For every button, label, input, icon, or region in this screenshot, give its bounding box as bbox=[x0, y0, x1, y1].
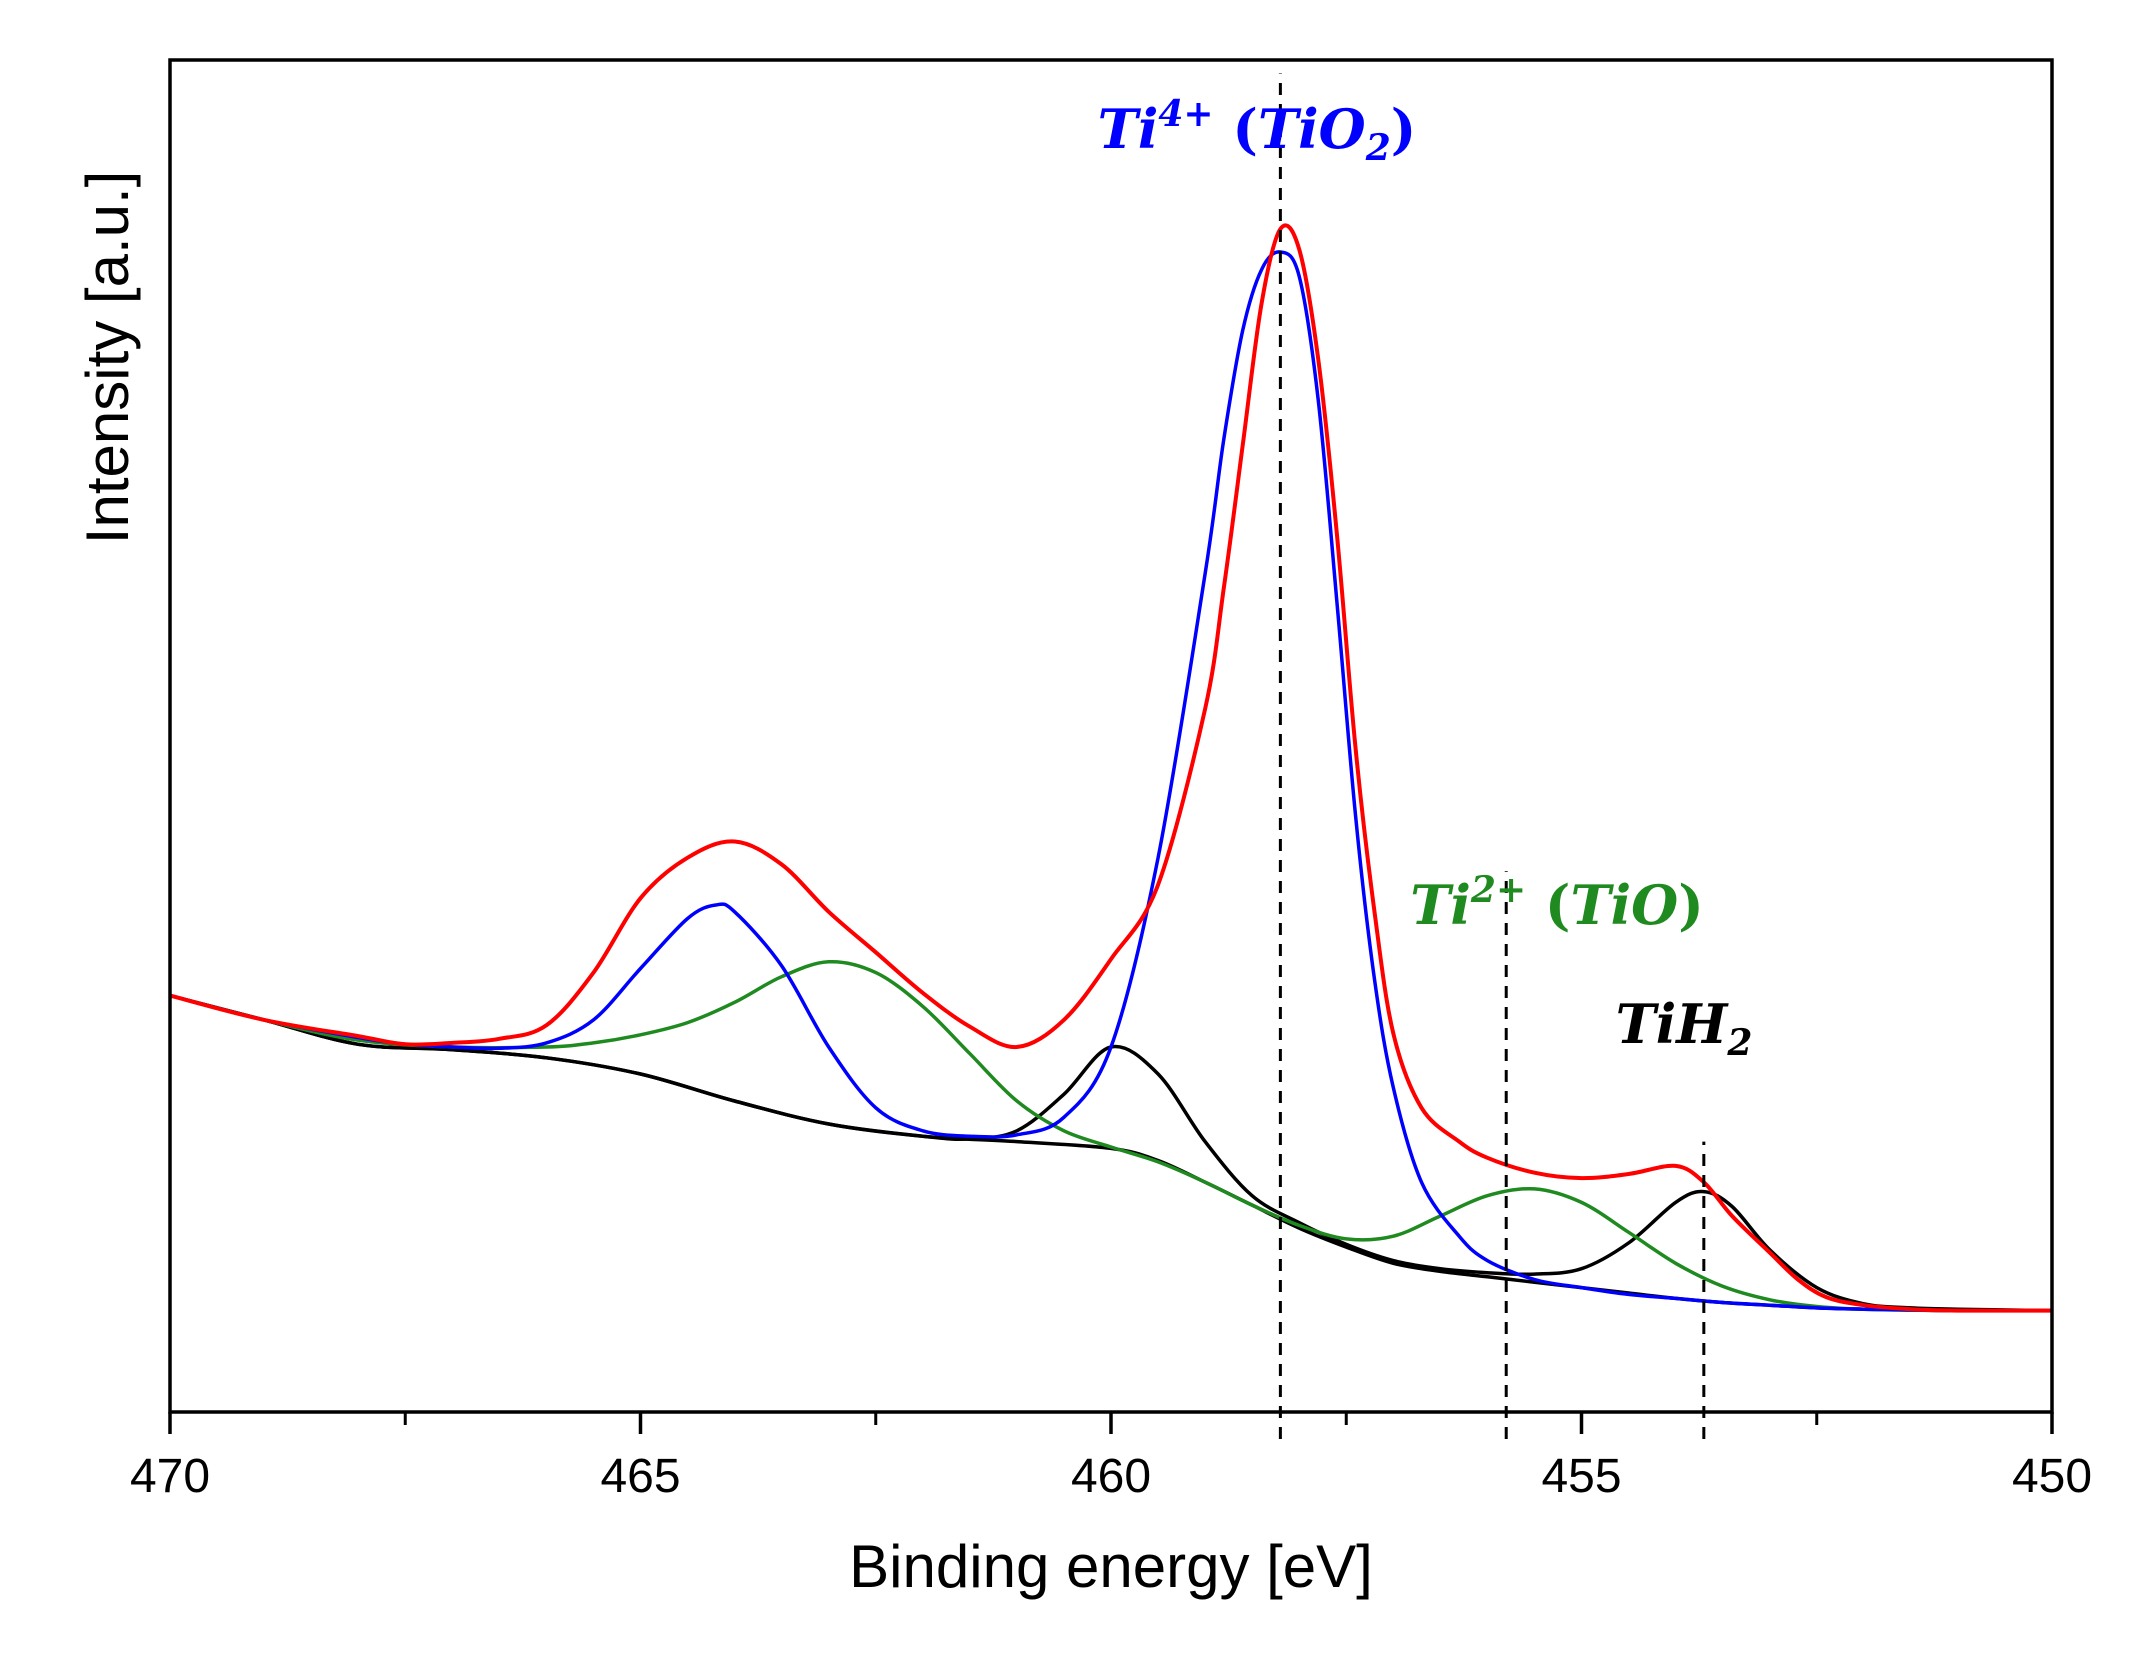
peak-labels: Ti4+ (TiO2)Ti2+ (TiO)TiH2 bbox=[1098, 93, 1753, 1064]
guides-layer bbox=[1278, 73, 1706, 1440]
series-ti4-line bbox=[169, 250, 2053, 1313]
series-ti2-line bbox=[169, 960, 2053, 1313]
peak-label-paren-close: ) bbox=[1678, 873, 1704, 937]
x-tick-label: 450 bbox=[2012, 1450, 2092, 1503]
peak-label-paren-open: ( bbox=[1526, 873, 1570, 937]
peak-label-superscript: 4+ bbox=[1158, 93, 1213, 135]
series-layer bbox=[169, 223, 2053, 1313]
peak-label-base: Ti bbox=[1098, 97, 1159, 161]
plot-area bbox=[169, 73, 2053, 1440]
peak-label-base: TiH bbox=[1616, 992, 1730, 1056]
series-measured-line bbox=[169, 223, 2052, 1313]
peak-label-ti2: Ti2+ (TiO) bbox=[1410, 869, 1704, 937]
peak-label-paren-open: ( bbox=[1214, 97, 1258, 161]
peak-label-base: Ti bbox=[1410, 873, 1471, 937]
peak-label-subscript: 2 bbox=[1365, 127, 1391, 169]
x-axis-title: Binding energy [eV] bbox=[849, 1533, 1373, 1600]
peak-label-tih2: TiH2 bbox=[1616, 992, 1753, 1064]
peak-label-formula: TiO bbox=[1258, 97, 1366, 161]
peak-label-superscript: 2+ bbox=[1470, 869, 1526, 911]
x-tick-label: 460 bbox=[1071, 1450, 1151, 1503]
series-tih2-line bbox=[169, 993, 2053, 1313]
peak-label-formula: TiO bbox=[1570, 873, 1678, 937]
x-tick-label: 465 bbox=[600, 1450, 680, 1503]
peak-label-ti4: Ti4+ (TiO2) bbox=[1098, 93, 1417, 169]
y-axis-title: Intensity [a.u.] bbox=[74, 171, 141, 545]
x-axis-ticks: 470 465 460 455 450 bbox=[130, 1412, 2092, 1503]
x-tick-label: 455 bbox=[1541, 1450, 1621, 1503]
plot-frame bbox=[168, 58, 2054, 1414]
x-tick-label: 470 bbox=[130, 1450, 210, 1503]
peak-label-paren-close: ) bbox=[1391, 97, 1417, 161]
peak-label-subscript: 2 bbox=[1726, 1022, 1752, 1064]
